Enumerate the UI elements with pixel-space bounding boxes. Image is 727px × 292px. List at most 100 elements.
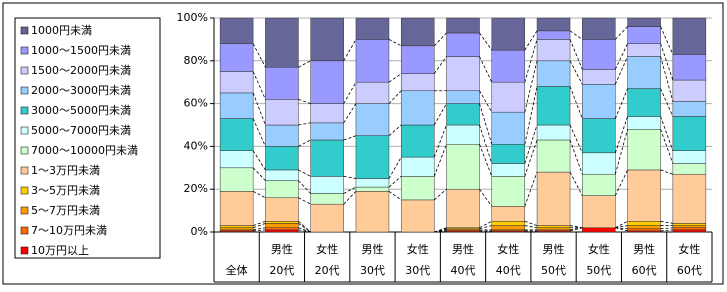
x-tick-label: 30代 xyxy=(405,264,430,277)
y-tick-label: 80% xyxy=(184,54,208,67)
bar-segment xyxy=(672,227,707,231)
bar-segment xyxy=(219,150,254,169)
series-connector xyxy=(524,39,538,83)
bar-segment xyxy=(265,124,299,147)
bar-segment xyxy=(446,90,480,104)
bar-segment xyxy=(219,92,254,119)
legend-swatch xyxy=(20,106,29,115)
bar-segment xyxy=(491,144,526,164)
series-connector xyxy=(479,144,493,177)
legend-swatch xyxy=(20,206,29,215)
series-connector xyxy=(252,167,266,181)
bar-segment xyxy=(672,116,707,151)
y-tick-label: 100% xyxy=(177,11,208,24)
bar-segment xyxy=(491,206,526,222)
bar-segment xyxy=(400,90,435,126)
bar-segment xyxy=(355,135,390,179)
bar-segment xyxy=(219,227,254,231)
legend-label: 3000～5000円未満 xyxy=(31,104,131,117)
x-tick-label: 20代 xyxy=(315,264,340,277)
bar-segment xyxy=(491,81,526,113)
bar-segment xyxy=(582,84,616,119)
series-connector xyxy=(660,169,673,175)
legend-label: 7000～10000円未満 xyxy=(31,144,138,157)
bar-segment xyxy=(491,111,526,145)
series-connector xyxy=(298,220,311,233)
bar-segment xyxy=(672,163,707,175)
bar-segment xyxy=(219,167,254,192)
x-tick-label: 60代 xyxy=(677,264,702,277)
series-connector xyxy=(660,129,674,164)
bar-segment xyxy=(400,176,435,201)
bar-segment xyxy=(627,17,661,27)
bar-segment xyxy=(672,225,707,228)
series-connector xyxy=(252,71,266,100)
series-connector xyxy=(343,82,357,104)
bar-segment xyxy=(446,32,480,57)
bar-segment xyxy=(219,43,254,72)
bar-segment xyxy=(672,101,707,117)
bar-segment xyxy=(627,88,661,117)
series-connector xyxy=(253,227,266,231)
x-tick-label: 30代 xyxy=(360,264,385,277)
series-connector xyxy=(569,139,583,175)
bar-segment xyxy=(400,45,435,74)
series-connector xyxy=(298,223,311,233)
bar-segment xyxy=(536,30,571,40)
bar-segment xyxy=(310,17,344,62)
series-connector xyxy=(660,229,673,232)
x-tick-label: 40代 xyxy=(496,264,521,277)
bar-segment xyxy=(265,197,299,222)
bar-segment xyxy=(627,56,661,89)
series-connector xyxy=(524,225,538,229)
series-connector xyxy=(253,220,266,226)
series-connector xyxy=(524,124,538,164)
bar-segment xyxy=(400,17,435,47)
series-connector xyxy=(479,220,492,229)
series-connector xyxy=(388,176,402,188)
bar-segment xyxy=(672,223,707,226)
bar-segment xyxy=(536,17,571,32)
series-connector xyxy=(252,118,266,147)
x-tick-label: 女性 xyxy=(497,242,519,256)
series-connector xyxy=(524,171,538,207)
legend-label: 5～7万円未満 xyxy=(31,204,100,217)
bar-segment xyxy=(536,124,571,141)
bar-segment xyxy=(355,17,390,40)
legend-box xyxy=(14,17,161,259)
series-connector xyxy=(479,225,492,230)
bar-segment xyxy=(265,221,299,224)
series-connector xyxy=(252,43,266,68)
series-connector xyxy=(343,175,357,179)
series-connector xyxy=(343,186,357,194)
x-tick-label: 男性 xyxy=(361,242,383,256)
bar-segment xyxy=(672,79,707,102)
series-connector xyxy=(614,56,628,85)
bar-segment xyxy=(446,103,480,126)
series-connector xyxy=(298,197,311,205)
bar-segment xyxy=(446,17,480,34)
bar-segment xyxy=(219,71,254,94)
legend-swatch xyxy=(20,246,29,255)
bar-segment xyxy=(672,54,707,81)
bar-segment xyxy=(355,39,390,83)
series-connector xyxy=(298,60,311,68)
series-connector xyxy=(569,124,583,153)
series-connector xyxy=(433,124,447,158)
x-tick-label: 男性 xyxy=(271,242,293,256)
bar-segment xyxy=(265,17,299,68)
bar-segment xyxy=(310,139,344,177)
bar-segment xyxy=(536,139,571,173)
bar-segment xyxy=(219,225,254,228)
bar-segment xyxy=(265,223,299,228)
legend-label: 3～5万円未満 xyxy=(31,184,100,197)
bar-segment xyxy=(310,193,344,205)
bar-segment xyxy=(582,173,616,196)
legend-label: 5000～7000円未満 xyxy=(31,124,131,137)
bar-segment xyxy=(310,122,344,141)
series-connector xyxy=(524,30,538,51)
y-tick-label: 60% xyxy=(184,97,208,110)
bar-segment xyxy=(446,144,480,190)
bar-segment xyxy=(400,73,435,92)
x-tick-label: 40代 xyxy=(451,264,476,277)
